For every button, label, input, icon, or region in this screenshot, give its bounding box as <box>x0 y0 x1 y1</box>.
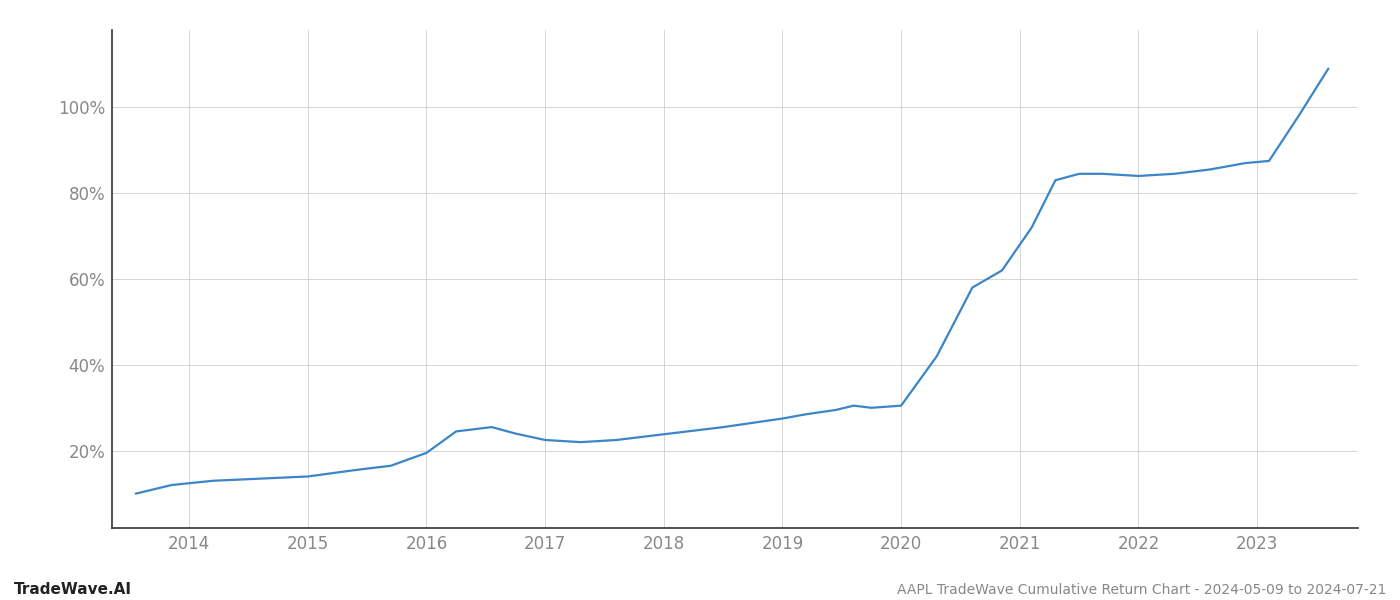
Text: TradeWave.AI: TradeWave.AI <box>14 582 132 597</box>
Text: AAPL TradeWave Cumulative Return Chart - 2024-05-09 to 2024-07-21: AAPL TradeWave Cumulative Return Chart -… <box>896 583 1386 597</box>
